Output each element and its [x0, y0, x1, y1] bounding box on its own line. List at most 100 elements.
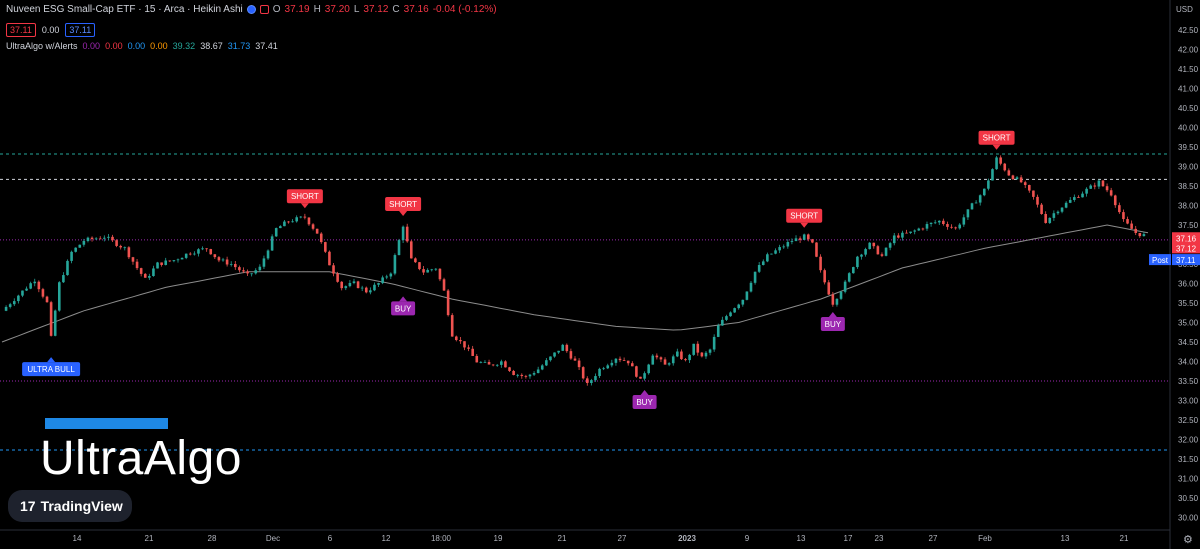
candle-body	[987, 180, 990, 189]
price-label: 37.11	[1176, 256, 1196, 265]
y-tick-label: 42.00	[1178, 46, 1199, 55]
candle-body	[217, 257, 221, 261]
currency-label[interactable]: USD	[1176, 5, 1193, 14]
candle-body	[590, 380, 593, 384]
candle-body	[1089, 185, 1092, 189]
y-tick-label: 40.50	[1178, 104, 1199, 113]
candle-body	[917, 228, 921, 231]
y-tick-label: 36.00	[1178, 280, 1199, 289]
candle-body	[1032, 190, 1035, 197]
candle-body	[33, 281, 37, 284]
signal-pointer	[399, 296, 408, 302]
signal-pointer	[800, 222, 809, 228]
candle-body	[843, 281, 847, 292]
signal-label[interactable]: SHORT	[385, 197, 422, 216]
signal-pointer	[992, 144, 1001, 150]
candle-body	[643, 373, 646, 379]
candle-body	[103, 237, 106, 239]
candle-body	[62, 275, 65, 283]
candle-body	[676, 351, 679, 357]
candle-body	[974, 202, 978, 204]
candle-body	[815, 242, 818, 257]
candle-body	[168, 260, 172, 262]
alert-icon[interactable]	[259, 5, 269, 14]
candle-body	[565, 344, 569, 352]
candle-body	[913, 230, 917, 232]
signal-label[interactable]: SHORT	[786, 208, 823, 228]
candle-body	[53, 310, 57, 336]
candle-body	[622, 360, 626, 361]
indicator-value: 39.32	[172, 41, 196, 51]
indicator-value: 0.00	[127, 41, 146, 51]
indicator-value: 0.00	[105, 41, 123, 51]
candle-body	[152, 268, 155, 277]
candle-body	[610, 362, 614, 366]
candle-body	[680, 351, 683, 360]
open-value: 37.19	[284, 4, 310, 15]
candle-body	[856, 256, 859, 268]
candle-body	[332, 265, 335, 274]
ultraalgo-logo: UltraAlgo	[40, 432, 242, 485]
candle-body	[659, 357, 663, 360]
candle-body	[1126, 219, 1129, 224]
bid-button[interactable]: 37.11	[6, 23, 36, 37]
candle-body	[966, 209, 970, 218]
candle-body	[1019, 177, 1023, 183]
candle-body	[577, 360, 581, 368]
signal-label[interactable]: BUY	[820, 312, 845, 331]
signal-label[interactable]: BUY	[632, 390, 657, 409]
candle-body	[835, 298, 839, 305]
signal-box	[22, 362, 81, 377]
candle-body	[385, 276, 389, 278]
candle-body	[360, 287, 364, 289]
x-tick-label: 27	[929, 534, 938, 543]
candle-body	[86, 237, 90, 242]
x-tick-label: 19	[494, 534, 503, 543]
candle-body	[626, 360, 630, 364]
candle-body	[291, 221, 294, 223]
signal-label[interactable]: SHORT	[978, 130, 1015, 150]
candle-body	[671, 356, 675, 364]
indicator-name[interactable]: UltraAlgo w/Alerts	[6, 41, 78, 51]
candle-body	[201, 248, 204, 250]
symbol-title[interactable]: Nuveen ESG Small-Cap ETF · 15 · Arca · H…	[6, 4, 243, 15]
candle-body	[131, 257, 135, 262]
x-tick-label: 18:00	[431, 534, 452, 543]
candle-body	[978, 195, 982, 203]
candle-body	[254, 270, 258, 274]
globe-icon[interactable]	[246, 5, 256, 14]
candle-body	[532, 373, 536, 375]
tradingview-badge[interactable]: 17 TradingView	[8, 490, 132, 522]
candle-body	[487, 361, 491, 365]
ask-button[interactable]: 37.11	[65, 23, 96, 37]
plot-area[interactable]	[0, 0, 1170, 530]
candle-body	[49, 302, 53, 336]
gear-icon[interactable]: ⚙	[1183, 534, 1193, 546]
candle-body	[270, 236, 274, 251]
candle-body	[238, 267, 241, 271]
indicator-value: 0.00	[150, 41, 168, 51]
candle-body	[1077, 197, 1080, 198]
candle-body	[17, 295, 20, 302]
indicator-legend[interactable]: UltraAlgo w/Alerts 0.00 0.00 0.00 0.00 3…	[6, 41, 278, 51]
signal-box	[286, 189, 323, 204]
signal-label[interactable]: BUY	[391, 296, 416, 316]
candle-body	[508, 367, 511, 371]
candle-body	[647, 364, 650, 374]
candle-body	[737, 304, 741, 309]
signal-label[interactable]: ULTRA BULL	[22, 357, 81, 377]
candle-body	[639, 376, 642, 379]
candle-body	[25, 288, 28, 291]
candle-body	[1015, 177, 1019, 180]
signal-label[interactable]: SHORT	[286, 189, 323, 209]
candle-body	[246, 271, 249, 274]
candle-body	[12, 301, 16, 305]
candle-body	[950, 226, 953, 228]
candle-body	[520, 374, 524, 376]
candle-body	[540, 365, 544, 370]
x-tick-label: 28	[208, 534, 217, 543]
signal-pointer	[399, 211, 408, 216]
candle-body	[328, 251, 331, 266]
x-tick-label: 21	[558, 534, 567, 543]
